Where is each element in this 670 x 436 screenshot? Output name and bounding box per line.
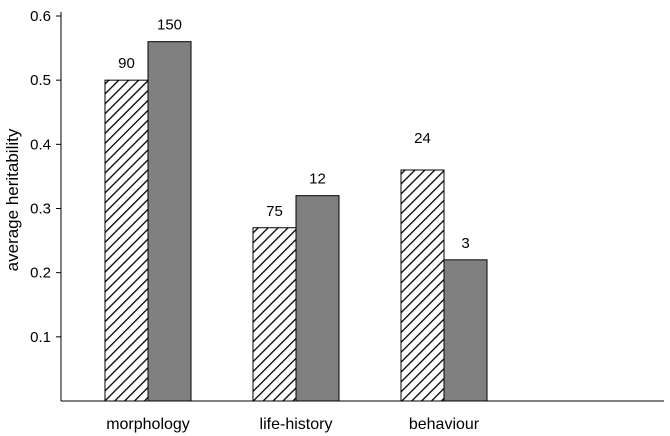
y-tick-label: 0.6 <box>30 8 51 25</box>
y-tick-label: 0.5 <box>30 72 51 89</box>
bar-morphology-hatched <box>104 79 149 402</box>
bar-value-label: 3 <box>461 235 469 252</box>
bar-value-label: 150 <box>157 17 182 34</box>
bar-value-label: 90 <box>118 55 135 72</box>
value-labels: 90 150 75 12 24 3 <box>118 17 470 252</box>
bar-life-history-solid <box>295 195 340 402</box>
y-axis-title: average heritability <box>3 128 22 271</box>
bar-value-label: 12 <box>309 171 326 188</box>
y-axis-ticks: 0.1 0.2 0.3 0.4 0.5 0.6 <box>30 8 61 346</box>
bar-value-label: 75 <box>266 203 283 220</box>
bar-morphology-solid <box>147 41 192 402</box>
category-label-morphology: morphology <box>106 416 190 433</box>
bars <box>104 41 488 402</box>
category-label-behaviour: behaviour <box>409 416 480 433</box>
category-labels: morphology life-history behaviour <box>106 416 480 433</box>
y-tick-label: 0.4 <box>30 136 51 153</box>
y-tick-label: 0.2 <box>30 265 51 282</box>
bar-behaviour-hatched <box>400 169 445 402</box>
category-label-life-history: life-history <box>260 416 333 433</box>
bar-behaviour-solid <box>443 259 488 402</box>
bar-value-label: 24 <box>414 130 431 147</box>
bar-life-history-hatched <box>252 227 297 402</box>
y-tick-label: 0.3 <box>30 201 51 218</box>
y-tick-label: 0.1 <box>30 329 51 346</box>
